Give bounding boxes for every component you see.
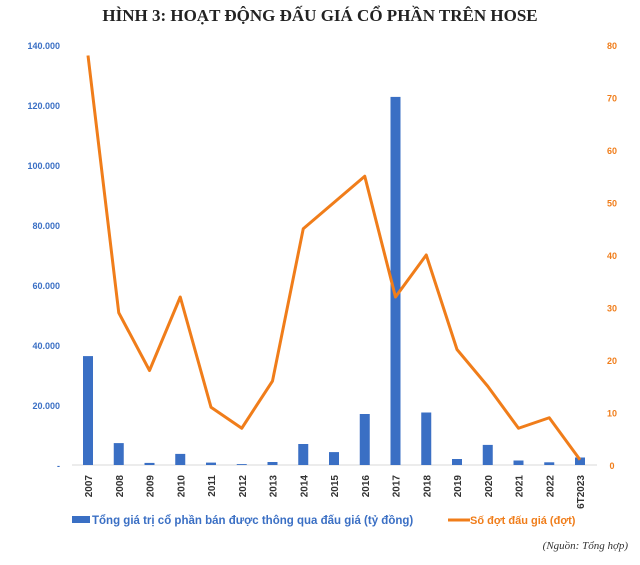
left-tick-label: -: [57, 461, 60, 471]
x-tick-label: 2022: [545, 475, 556, 498]
bar: [144, 462, 155, 465]
x-tick-label: 2013: [269, 475, 280, 498]
x-tick-label: 2007: [84, 475, 95, 498]
right-tick-label: 80: [607, 41, 617, 51]
bar: [206, 462, 216, 465]
bar: [575, 457, 585, 465]
right-tick-label: 60: [607, 146, 617, 156]
x-tick-label: 2009: [146, 475, 157, 498]
right-tick-label: 40: [607, 251, 617, 261]
left-tick-label: 60.000: [32, 281, 60, 291]
x-tick-label: 2008: [115, 475, 126, 498]
legend-bar-label: Tổng giá trị cổ phần bán được thông qua …: [92, 515, 413, 527]
x-tick-label: 2012: [238, 475, 249, 498]
source-note: (Nguồn: Tổng hợp): [542, 540, 628, 552]
bar: [298, 444, 309, 465]
left-tick-label: 20.000: [32, 401, 60, 411]
x-tick-label: 2018: [422, 475, 433, 498]
legend-line-label: Số đợt đấu giá (đợt): [470, 515, 576, 527]
legend-bar-swatch: [72, 516, 90, 523]
left-tick-label: 40.000: [32, 341, 60, 351]
x-tick-label: 2011: [207, 475, 218, 497]
left-tick-label: 140.000: [27, 41, 60, 51]
bar: [175, 453, 186, 465]
bar: [83, 356, 93, 465]
right-tick-label: 50: [607, 199, 617, 209]
bar: [544, 462, 555, 465]
x-tick-label: 2020: [484, 475, 495, 498]
bar: [421, 412, 432, 465]
bar: [267, 462, 278, 465]
right-tick-label: 0: [609, 461, 614, 471]
bar: [359, 414, 370, 465]
bar: [513, 460, 524, 465]
bar: [390, 96, 401, 466]
right-tick-label: 10: [607, 409, 617, 419]
x-tick-label: 2015: [330, 475, 341, 498]
left-tick-label: 80.000: [32, 221, 60, 231]
x-tick-label: 2019: [453, 475, 464, 498]
x-tick-label: 2021: [515, 475, 526, 498]
bar: [482, 444, 493, 465]
x-tick-label: 2017: [392, 475, 403, 498]
left-tick-label: 100.000: [27, 161, 60, 171]
left-tick-label: 120.000: [27, 101, 60, 111]
bar: [452, 459, 462, 465]
x-tick-label: 2010: [176, 475, 187, 498]
right-tick-label: 70: [607, 94, 617, 104]
x-tick-label: 2014: [299, 475, 310, 498]
x-tick-label: 2016: [361, 475, 372, 498]
bar: [329, 452, 339, 465]
chart-title: HÌNH 3: HOẠT ĐỘNG ĐẤU GIÁ CỔ PHẦN TRÊN H…: [102, 6, 538, 25]
right-tick-label: 20: [607, 356, 617, 366]
line-series: [86, 55, 582, 461]
bar: [236, 464, 247, 465]
bar: [113, 443, 124, 465]
x-tick-label: 6T2023: [576, 475, 587, 509]
right-tick-label: 30: [607, 304, 617, 314]
